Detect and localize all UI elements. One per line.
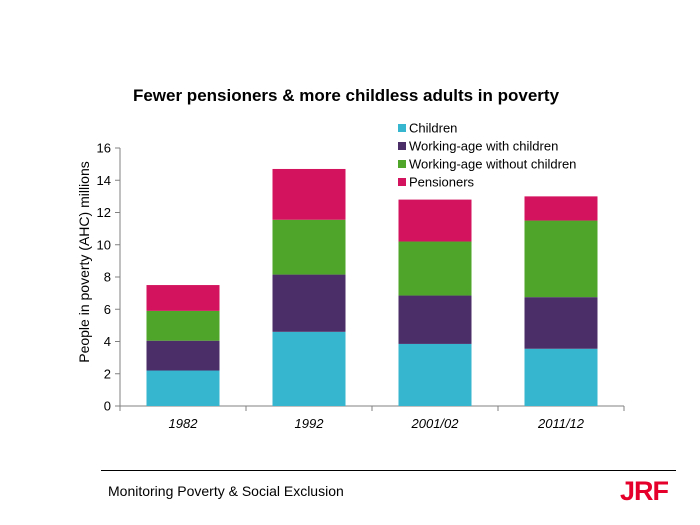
y-tick-label: 10 <box>97 237 111 252</box>
stacked-bar-chart: Fewer pensioners & more childless adults… <box>76 86 625 431</box>
legend-label: Pensioners <box>409 175 475 190</box>
bar-segment-working-age-without-children-2011-12 <box>524 220 598 298</box>
bar-segment-children-1982 <box>146 370 220 406</box>
bar-segment-pensioners-2011-12 <box>524 196 598 221</box>
legend-label: Working-age with children <box>409 139 558 154</box>
y-tick-label: 16 <box>97 141 111 156</box>
bar-segment-pensioners-1982 <box>146 285 220 311</box>
y-tick-label: 0 <box>104 399 111 414</box>
legend-swatch <box>398 160 406 168</box>
bar-segment-pensioners-1992 <box>272 168 346 220</box>
legend-swatch <box>398 178 406 186</box>
jrf-logo: JRF <box>620 476 669 506</box>
bar-segment-working-age-without-children-2001-02 <box>398 241 472 296</box>
axes: 0 2 4 6 8 10 12 14 16 1982 1992 2001/02 2011/12 <box>97 141 625 431</box>
legend-swatch <box>398 124 406 132</box>
bar-segment-pensioners-2001-02 <box>398 199 472 242</box>
bar-segment-children-1992 <box>272 331 346 406</box>
x-tick-label: 1982 <box>169 416 199 431</box>
bar-segment-working-age-with-children-2011-12 <box>524 297 598 349</box>
bar-segment-working-age-without-children-1992 <box>272 219 346 275</box>
bar-segment-working-age-with-children-1992 <box>272 274 346 332</box>
y-tick-label: 2 <box>104 366 111 381</box>
footer-divider <box>101 470 676 471</box>
y-tick-label: 12 <box>97 205 111 220</box>
bar-segment-children-2001-02 <box>398 343 472 406</box>
bar-segment-working-age-without-children-1982 <box>146 310 220 341</box>
legend-label: Children <box>409 121 457 136</box>
bar-segment-working-age-with-children-2001-02 <box>398 295 472 344</box>
legend: Children Working-age with children Working… <box>398 121 576 190</box>
x-tick-label: 1992 <box>295 416 325 431</box>
y-tick-label: 8 <box>104 270 111 285</box>
y-axis-label: People in poverty (AHC) millions <box>76 161 92 363</box>
x-tick-label: 2001/02 <box>411 416 460 431</box>
bar-segment-working-age-with-children-1982 <box>146 340 220 371</box>
bars <box>146 168 598 406</box>
y-tick-label: 4 <box>104 334 111 349</box>
footer-text: Monitoring Poverty & Social Exclusion <box>108 483 344 499</box>
y-tick-label: 6 <box>104 302 111 317</box>
bar-segment-children-2011-12 <box>524 348 598 406</box>
legend-swatch <box>398 142 406 150</box>
y-tick-label: 14 <box>97 173 111 188</box>
legend-label: Working-age without children <box>409 157 576 172</box>
x-tick-label: 2011/12 <box>537 416 585 431</box>
chart-title: Fewer pensioners & more childless adults… <box>133 86 560 105</box>
